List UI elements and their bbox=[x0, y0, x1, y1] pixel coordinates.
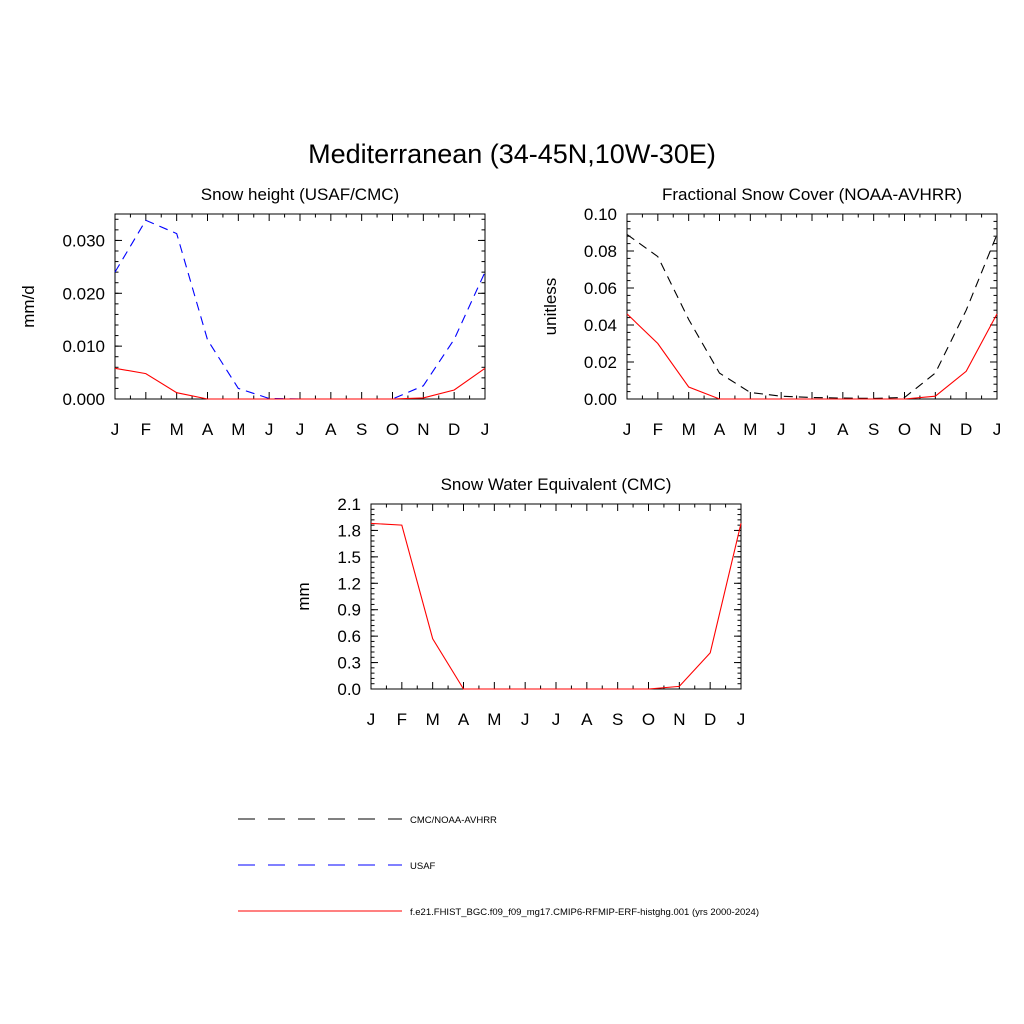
panel-snow-water-equivalent: Snow Water Equivalent (CMC)mmJ F M A M J J A S O N… bbox=[294, 475, 745, 729]
x-tick-label: A bbox=[202, 420, 214, 439]
x-tick-label: J bbox=[808, 420, 817, 439]
legend-label: f.e21.FHIST_BGC.f09_f09_mg17.CMIP6-RFMIP… bbox=[410, 907, 759, 918]
y-tick-label: 0.08 bbox=[584, 242, 617, 261]
y-tick-label: 1.2 bbox=[337, 574, 361, 593]
y-tick-label: 0.06 bbox=[584, 279, 617, 298]
y-tick-label: 0.10 bbox=[584, 205, 617, 224]
y-tick-label: 0.04 bbox=[584, 316, 617, 335]
x-tick-label: A bbox=[837, 420, 849, 439]
series-line-model bbox=[114, 367, 486, 400]
y-tick-label: 1.5 bbox=[337, 548, 361, 567]
y-tick-label: 0.9 bbox=[337, 601, 361, 620]
x-tick-label: F bbox=[653, 420, 663, 439]
x-tick-label: A bbox=[325, 420, 337, 439]
y-tick-label: 2.1 bbox=[337, 495, 361, 514]
figure-title: Mediterranean (34-45N,10W-30E) bbox=[308, 139, 716, 169]
y-tick-label: 0.3 bbox=[337, 654, 361, 673]
panel-fractional-snow-cover: Fractional Snow Cover (NOAA-AVHRR) unitle… bbox=[541, 185, 1001, 439]
x-tick-label: S bbox=[612, 710, 623, 729]
x-tick-label: J bbox=[265, 420, 274, 439]
y-tick-label: 0.6 bbox=[337, 627, 361, 646]
x-tick-label: D bbox=[704, 710, 716, 729]
legend-label: CMC/NOAA-AVHRR bbox=[410, 815, 497, 826]
x-tick-label: O bbox=[898, 420, 911, 439]
legend-label: USAF bbox=[410, 861, 436, 872]
x-tick-label: J bbox=[296, 420, 305, 439]
plot-frame bbox=[114, 213, 486, 400]
series-line-model bbox=[626, 313, 998, 400]
x-tick-label: D bbox=[960, 420, 972, 439]
x-tick-label: F bbox=[141, 420, 151, 439]
x-tick-label: M bbox=[170, 420, 184, 439]
chart-title: Snow height (USAF/CMC) bbox=[201, 185, 399, 204]
x-tick-label: J bbox=[737, 710, 746, 729]
x-tick-label: J bbox=[481, 420, 490, 439]
chart-title: Snow Water Equivalent (CMC) bbox=[441, 475, 672, 494]
x-tick-label: J bbox=[993, 420, 1002, 439]
x-tick-label: M bbox=[743, 420, 757, 439]
x-tick-label: J bbox=[552, 710, 561, 729]
y-tick-label: 0.00 bbox=[584, 390, 617, 409]
y-tick-label: 0.010 bbox=[62, 337, 105, 356]
x-tick-label: J bbox=[367, 710, 376, 729]
x-tick-label: F bbox=[397, 710, 407, 729]
x-tick-label: O bbox=[386, 420, 399, 439]
chart-title: Fractional Snow Cover (NOAA-AVHRR) bbox=[662, 185, 962, 204]
x-tick-label: O bbox=[642, 710, 655, 729]
series-line-usaf bbox=[114, 219, 486, 400]
x-tick-label: N bbox=[417, 420, 429, 439]
x-tick-label: J bbox=[521, 710, 530, 729]
panel-snow-height: Snow height (USAF/CMC)mm/dJ F M A M J J A S O N D J0… bbox=[19, 185, 489, 439]
x-tick-label: M bbox=[487, 710, 501, 729]
x-tick-label: A bbox=[714, 420, 726, 439]
x-tick-label: J bbox=[777, 420, 786, 439]
y-axis-label: mm bbox=[294, 582, 313, 610]
plot-frame bbox=[370, 503, 742, 690]
y-tick-label: 1.8 bbox=[337, 521, 361, 540]
legend: CMC/NOAA-AVHRR USAF f.e21.FHIST_BGC.f09_f0… bbox=[238, 815, 759, 918]
y-tick-label: 0.030 bbox=[62, 231, 105, 250]
x-tick-label: M bbox=[682, 420, 696, 439]
y-tick-label: 0.000 bbox=[62, 390, 105, 409]
x-tick-label: M bbox=[231, 420, 245, 439]
y-axis-label: mm/d bbox=[19, 285, 38, 328]
x-tick-label: N bbox=[673, 710, 685, 729]
x-tick-label: S bbox=[868, 420, 879, 439]
y-tick-label: 0.02 bbox=[584, 353, 617, 372]
x-tick-label: A bbox=[581, 710, 593, 729]
y-tick-label: 0.020 bbox=[62, 284, 105, 303]
x-tick-label: A bbox=[458, 710, 470, 729]
y-axis-label: unitless bbox=[541, 278, 560, 336]
x-tick-label: M bbox=[426, 710, 440, 729]
x-tick-label: J bbox=[623, 420, 632, 439]
x-tick-label: D bbox=[448, 420, 460, 439]
series-line-cmc-noaa bbox=[626, 233, 998, 399]
x-tick-label: S bbox=[356, 420, 367, 439]
y-tick-label: 0.0 bbox=[337, 680, 361, 699]
series-line-model bbox=[370, 522, 742, 690]
x-tick-label: J bbox=[111, 420, 120, 439]
x-tick-label: N bbox=[929, 420, 941, 439]
